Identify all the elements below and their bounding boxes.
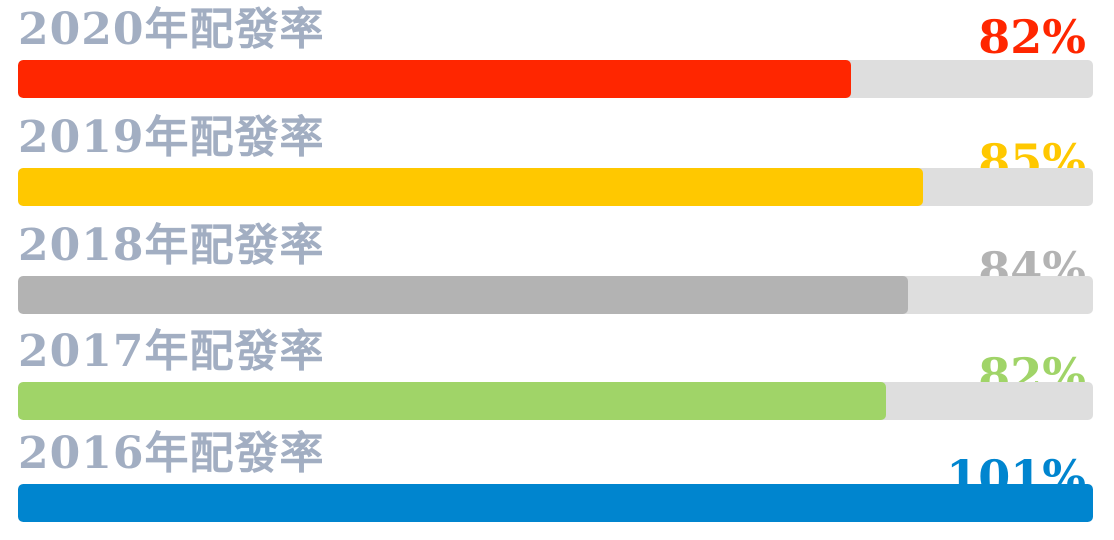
bar-row: 2017年配發率 82% — [0, 330, 1114, 438]
bar-row: 2016年配發率 101% — [0, 432, 1114, 540]
category-label: 2017年配發率 — [18, 326, 325, 377]
category-label: 2016年配發率 — [18, 428, 325, 479]
bar-track — [18, 382, 1093, 420]
bar-row: 2020年配發率 82% — [0, 8, 1114, 116]
bar-track — [18, 276, 1093, 314]
bar-row: 2019年配發率 85% — [0, 116, 1114, 224]
payout-ratio-chart: 2020年配發率 82% 2019年配發率 85% 2018年配發率 84% 2017年配發… — [0, 8, 1114, 522]
bar-track — [18, 484, 1093, 522]
bar-row: 2018年配發率 84% — [0, 224, 1114, 332]
bar-fill — [18, 382, 886, 420]
bar-fill — [18, 60, 851, 98]
category-label: 2019年配發率 — [18, 112, 325, 163]
category-label: 2018年配發率 — [18, 220, 325, 271]
bar-track — [18, 168, 1093, 206]
value-label: 82% — [978, 10, 1086, 64]
bar-track — [18, 60, 1093, 98]
bar-fill — [18, 276, 908, 314]
bar-fill — [18, 168, 923, 206]
bar-fill — [18, 484, 1093, 522]
category-label: 2020年配發率 — [18, 4, 325, 55]
